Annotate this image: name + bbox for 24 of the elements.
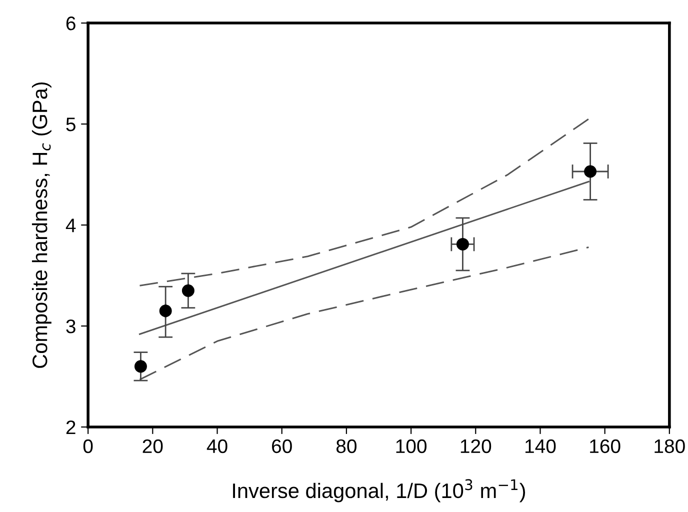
x-tick-label: 100 bbox=[396, 439, 427, 454]
x-tick-label: 120 bbox=[460, 439, 492, 454]
y-axis-title: Composite hardness, H$_{c}$ (GPa) bbox=[32, 82, 52, 368]
x-tick-label: 180 bbox=[654, 439, 685, 454]
x-tick-label: 80 bbox=[336, 439, 356, 454]
x-tick-label: 0 bbox=[83, 439, 93, 454]
y-tick-label: 2 bbox=[66, 420, 76, 434]
y-tick-label: 6 bbox=[66, 16, 76, 30]
point bbox=[182, 284, 194, 297]
x-tick-label: 20 bbox=[142, 439, 163, 454]
x-axis-title: Inverse diagonal, 1/D (10$^{3}$ m$^{−1}$) bbox=[233, 479, 526, 502]
y-tick-label: 3 bbox=[66, 319, 76, 334]
x-tick-label: 40 bbox=[206, 439, 228, 454]
x-tick-label: 160 bbox=[590, 439, 620, 454]
x-tick-label: 60 bbox=[272, 439, 292, 454]
point bbox=[159, 304, 172, 318]
y-tick-label: 5 bbox=[66, 118, 76, 132]
point bbox=[584, 165, 597, 178]
line-series bbox=[138, 246, 590, 380]
point bbox=[456, 238, 469, 250]
y-tick-label: 4 bbox=[66, 218, 76, 232]
line-series bbox=[138, 118, 590, 286]
point bbox=[134, 360, 147, 373]
x-tick-label: 140 bbox=[525, 439, 556, 454]
